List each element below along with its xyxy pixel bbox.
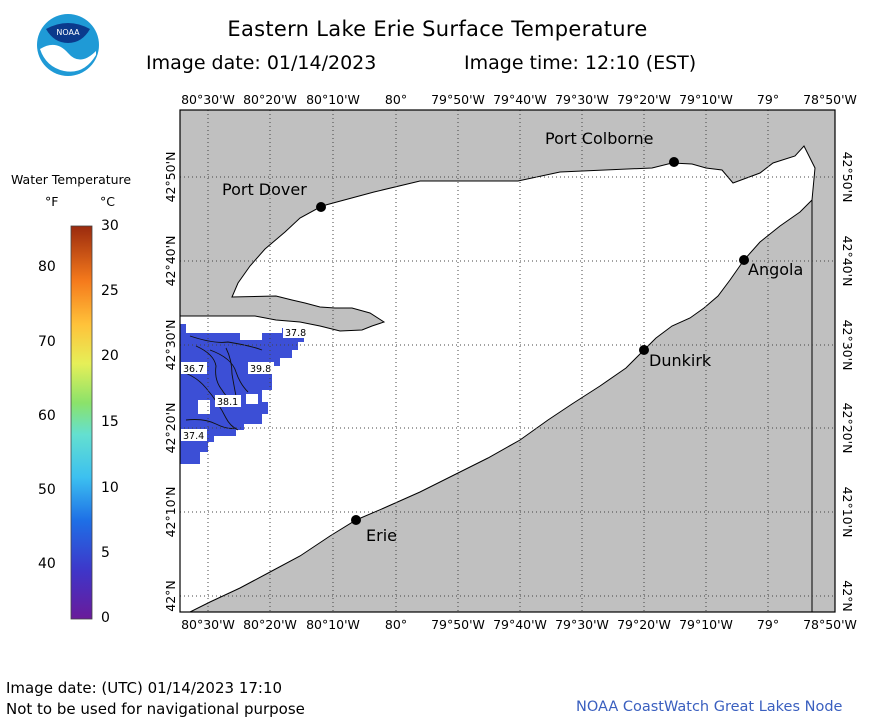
map-frame xyxy=(179,109,836,613)
lon-label-top: 79°20'W xyxy=(617,92,671,107)
legend-unit-c: °C xyxy=(100,194,115,209)
lat-label-right: 42°20'N xyxy=(840,403,855,454)
lon-label-top: 78°50'W xyxy=(803,92,857,107)
legend-c-tick: 5 xyxy=(101,545,110,561)
lat-label-left: 42°10'N xyxy=(163,487,178,538)
lat-label-left: 42°30'N xyxy=(163,320,178,371)
lon-label-bottom: 80°10'W xyxy=(306,617,360,632)
lon-label-top: 80° xyxy=(385,92,407,107)
contour-label: 37.4 xyxy=(183,431,204,442)
legend-title: Water Temperature xyxy=(11,172,132,187)
legend-f-tick: 40 xyxy=(38,556,56,572)
port-colborne-label: Port Colborne xyxy=(545,129,653,148)
observed-water-patch xyxy=(180,324,304,464)
legend-unit-f: °F xyxy=(45,194,59,209)
lon-label-top: 79°40'W xyxy=(493,92,547,107)
city-markers xyxy=(316,157,749,525)
disclaimer: Not to be used for navigational purpose xyxy=(6,700,305,718)
noaa-logo-text: NOAA xyxy=(56,28,80,37)
contour-label: 38.1 xyxy=(217,397,238,408)
lon-label-bottom: 79° xyxy=(757,617,779,632)
legend-f-tick: 80 xyxy=(38,259,56,275)
lon-label-bottom: 78°50'W xyxy=(803,617,857,632)
lon-label-bottom: 79°20'W xyxy=(617,617,671,632)
lon-label-bottom: 80°30'W xyxy=(181,617,235,632)
legend-f-tick: 50 xyxy=(38,482,56,498)
port-colborne-marker xyxy=(669,157,679,167)
legend-f-tick: 60 xyxy=(38,408,56,424)
legend-c-tick: 0 xyxy=(101,610,110,626)
dunkirk-marker xyxy=(639,345,649,355)
lat-label-right: 42°30'N xyxy=(840,320,855,371)
lat-label-left: 42°20'N xyxy=(163,403,178,454)
lat-label-left: 42°50'N xyxy=(163,152,178,203)
contour-label: 36.7 xyxy=(183,364,204,375)
image-time-label: Image time: 12:10 (EST) xyxy=(464,52,697,74)
noaa-logo: NOAA xyxy=(37,14,99,76)
port-dover-label: Port Dover xyxy=(222,180,307,199)
lon-label-top: 79°30'W xyxy=(555,92,609,107)
legend-c-tick: 20 xyxy=(101,348,119,364)
lon-label-bottom: 79°30'W xyxy=(555,617,609,632)
lon-label-bottom: 79°10'W xyxy=(679,617,733,632)
lon-label-top: 79° xyxy=(757,92,779,107)
lat-label-right: 42°40'N xyxy=(840,236,855,287)
utc-date-label: Image date: (UTC) 01/14/2023 17:10 xyxy=(6,679,283,697)
lat-label-right: 42°50'N xyxy=(840,152,855,203)
image-date-label: Image date: 01/14/2023 xyxy=(146,52,377,74)
lon-label-bottom: 79°40'W xyxy=(493,617,547,632)
port-dover-marker xyxy=(316,202,326,212)
legend-c-tick: 30 xyxy=(101,218,119,234)
lon-label-top: 79°50'W xyxy=(431,92,485,107)
erie-label: Erie xyxy=(366,526,397,545)
lon-label-top: 79°10'W xyxy=(679,92,733,107)
lon-label-bottom: 80° xyxy=(385,617,407,632)
lat-label-left: 42°N xyxy=(163,580,178,612)
south-shore-land xyxy=(180,198,813,613)
lat-label-left: 42°40'N xyxy=(163,236,178,287)
lon-label-top: 80°20'W xyxy=(243,92,297,107)
dunkirk-label: Dunkirk xyxy=(649,351,712,370)
legend-c-tick: 10 xyxy=(101,480,119,496)
erie-marker xyxy=(351,515,361,525)
angola-label: Angola xyxy=(748,260,803,279)
north-shore-land xyxy=(179,109,836,613)
page-title: Eastern Lake Erie Surface Temperature xyxy=(227,17,648,41)
lon-label-bottom: 79°50'W xyxy=(431,617,485,632)
lon-label-bottom: 80°20'W xyxy=(243,617,297,632)
lon-label-top: 80°10'W xyxy=(306,92,360,107)
angola-marker xyxy=(739,255,749,265)
contour-label: 37.8 xyxy=(285,328,306,339)
lat-label-right: 42°N xyxy=(840,580,855,612)
contour-label: 39.8 xyxy=(250,364,271,375)
legend-c-tick: 15 xyxy=(101,414,119,430)
legend-c-tick: 25 xyxy=(101,283,119,299)
lon-label-top: 80°30'W xyxy=(181,92,235,107)
legend-f-tick: 70 xyxy=(38,334,56,350)
credit-label: NOAA CoastWatch Great Lakes Node xyxy=(576,699,843,715)
lat-label-right: 42°10'N xyxy=(840,487,855,538)
